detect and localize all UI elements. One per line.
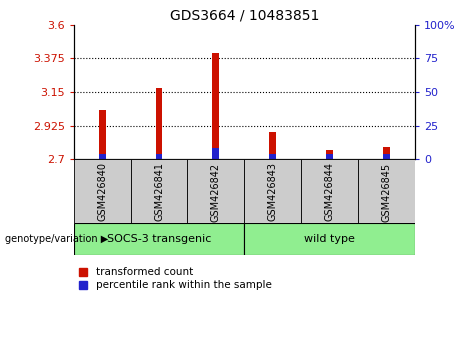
Bar — [358, 159, 415, 223]
Text: GSM426840: GSM426840 — [97, 162, 107, 222]
Bar — [269, 154, 276, 159]
Bar — [213, 53, 219, 159]
Text: GSM426844: GSM426844 — [325, 162, 335, 222]
Bar — [74, 223, 244, 255]
Bar — [99, 154, 106, 159]
Text: genotype/variation ▶: genotype/variation ▶ — [5, 234, 108, 244]
Bar — [74, 159, 130, 223]
Text: SOCS-3 transgenic: SOCS-3 transgenic — [107, 234, 211, 244]
Text: GSM426845: GSM426845 — [381, 162, 391, 222]
Bar — [213, 148, 219, 159]
Text: GSM426841: GSM426841 — [154, 162, 164, 222]
Text: GSM426842: GSM426842 — [211, 162, 221, 222]
Bar — [383, 147, 390, 159]
Bar — [301, 159, 358, 223]
Bar — [326, 154, 333, 159]
Bar — [130, 159, 188, 223]
Bar — [99, 110, 106, 159]
Bar — [156, 154, 162, 159]
Bar — [188, 159, 244, 223]
Bar — [244, 223, 415, 255]
Bar — [156, 88, 162, 159]
Bar — [383, 154, 390, 159]
Bar — [269, 132, 276, 159]
Legend: transformed count, percentile rank within the sample: transformed count, percentile rank withi… — [79, 267, 272, 290]
Text: GSM426843: GSM426843 — [268, 162, 278, 222]
Text: wild type: wild type — [304, 234, 355, 244]
Bar — [244, 159, 301, 223]
Title: GDS3664 / 10483851: GDS3664 / 10483851 — [170, 8, 319, 22]
Bar — [326, 150, 333, 159]
